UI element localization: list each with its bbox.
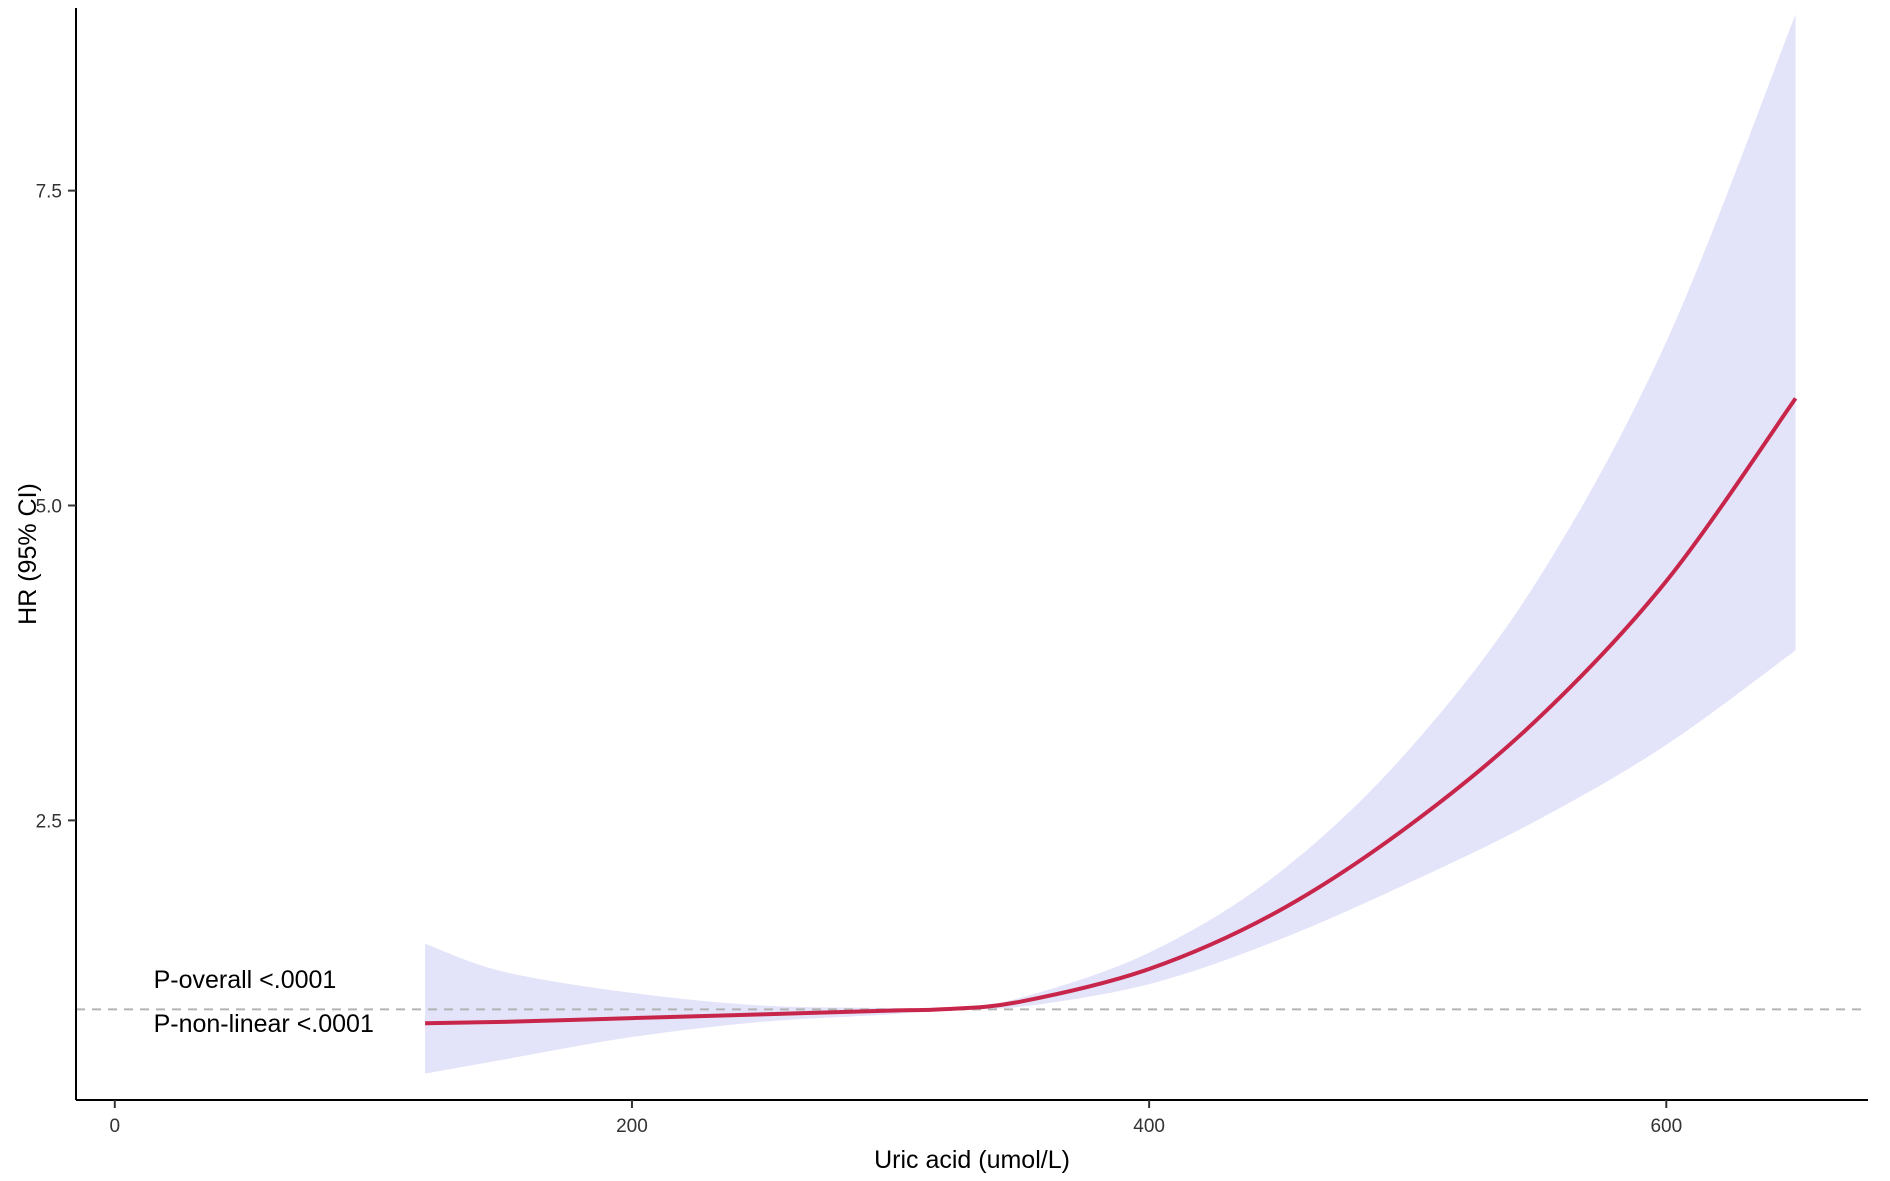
p-overall-annotation: P-overall <.0001 [154,966,337,994]
x-axis-ticks: 0 200 400 600 [109,1100,1682,1137]
y-tick-label: 7.5 [36,182,62,203]
x-axis-title: Uric acid (umol/L) [874,1146,1070,1174]
y-tick-label: 2.5 [36,811,62,832]
x-tick-label: 600 [1650,1116,1682,1137]
hr-curve [425,397,1798,1026]
x-tick-label: 0 [109,1116,120,1137]
x-tick-label: 200 [616,1116,648,1137]
p-nonlinear-annotation: P-non-linear <.0001 [154,1010,374,1038]
y-axis-ticks: 2.5 5.0 7.5 [36,182,76,832]
confidence-band [425,14,1796,1074]
y-tick-label: 5.0 [36,497,62,518]
x-tick-label: 400 [1133,1116,1165,1137]
y-axis-title: HR (95% CI) [14,483,42,625]
